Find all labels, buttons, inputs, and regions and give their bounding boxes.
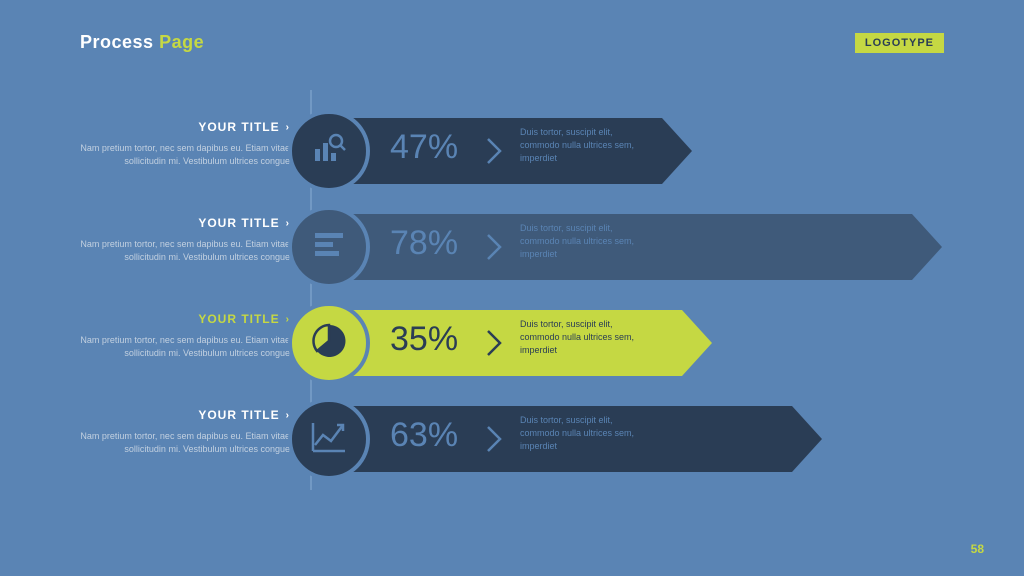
chart-rows: YOUR TITLE › Nam pretium tortor, nec sem… <box>0 110 1024 494</box>
page-number: 58 <box>971 542 984 556</box>
chevron-right-icon <box>485 424 503 459</box>
row-percent: 47% <box>390 128 458 167</box>
chart-row: YOUR TITLE › Nam pretium tortor, nec sem… <box>0 110 1024 192</box>
slide: Process Page LOGOTYPE YOUR TITLE › Nam p… <box>0 0 1024 576</box>
row-left-desc: Nam pretium tortor, nec sem dapibus eu. … <box>80 238 290 264</box>
row-left-desc: Nam pretium tortor, nec sem dapibus eu. … <box>80 334 290 360</box>
row-left-block: YOUR TITLE › Nam pretium tortor, nec sem… <box>80 406 290 456</box>
title-word-1: Process <box>80 32 154 53</box>
row-title: YOUR TITLE › <box>198 216 290 230</box>
row-title-text: YOUR TITLE <box>198 312 279 326</box>
arrow-head-icon <box>792 406 822 472</box>
page-title: Process Page <box>80 32 204 53</box>
row-icon-circle <box>288 110 370 192</box>
chevron-right-icon <box>485 136 503 171</box>
row-icon-circle <box>288 206 370 288</box>
arrow-head-icon <box>912 214 942 280</box>
chevron-right-icon: › <box>286 410 290 421</box>
arrow-head-icon <box>662 118 692 184</box>
chart-row: YOUR TITLE › Nam pretium tortor, nec sem… <box>0 206 1024 288</box>
bars-horizontal-icon <box>309 225 349 270</box>
row-right-desc: Duis tortor, suscipit elit, commodo null… <box>520 318 650 357</box>
row-title-text: YOUR TITLE <box>198 120 279 134</box>
header: Process Page LOGOTYPE <box>80 32 944 53</box>
row-percent: 63% <box>390 416 458 455</box>
row-percent: 78% <box>390 224 458 263</box>
logotype-badge: LOGOTYPE <box>855 33 944 53</box>
row-right-desc: Duis tortor, suscipit elit, commodo null… <box>520 222 650 261</box>
row-icon-circle <box>288 398 370 480</box>
row-left-desc: Nam pretium tortor, nec sem dapibus eu. … <box>80 142 290 168</box>
pie-icon <box>309 321 349 366</box>
bar-search-icon <box>309 129 349 174</box>
arrow-head-icon <box>682 310 712 376</box>
chevron-right-icon: › <box>286 314 290 325</box>
row-title: YOUR TITLE › <box>198 408 290 422</box>
line-up-icon <box>309 417 349 462</box>
row-left-desc: Nam pretium tortor, nec sem dapibus eu. … <box>80 430 290 456</box>
title-word-2: Page <box>159 32 204 53</box>
chevron-right-icon <box>485 328 503 363</box>
chevron-right-icon: › <box>286 218 290 229</box>
row-title: YOUR TITLE › <box>198 120 290 134</box>
row-icon-circle <box>288 302 370 384</box>
row-left-block: YOUR TITLE › Nam pretium tortor, nec sem… <box>80 118 290 168</box>
row-title: YOUR TITLE › <box>198 312 290 326</box>
row-left-block: YOUR TITLE › Nam pretium tortor, nec sem… <box>80 214 290 264</box>
chart-row: YOUR TITLE › Nam pretium tortor, nec sem… <box>0 302 1024 384</box>
row-right-desc: Duis tortor, suscipit elit, commodo null… <box>520 414 650 453</box>
chevron-right-icon <box>485 232 503 267</box>
chart-row: YOUR TITLE › Nam pretium tortor, nec sem… <box>0 398 1024 480</box>
row-percent: 35% <box>390 320 458 359</box>
row-title-text: YOUR TITLE <box>198 216 279 230</box>
row-title-text: YOUR TITLE <box>198 408 279 422</box>
chevron-right-icon: › <box>286 122 290 133</box>
row-left-block: YOUR TITLE › Nam pretium tortor, nec sem… <box>80 310 290 360</box>
row-right-desc: Duis tortor, suscipit elit, commodo null… <box>520 126 650 165</box>
